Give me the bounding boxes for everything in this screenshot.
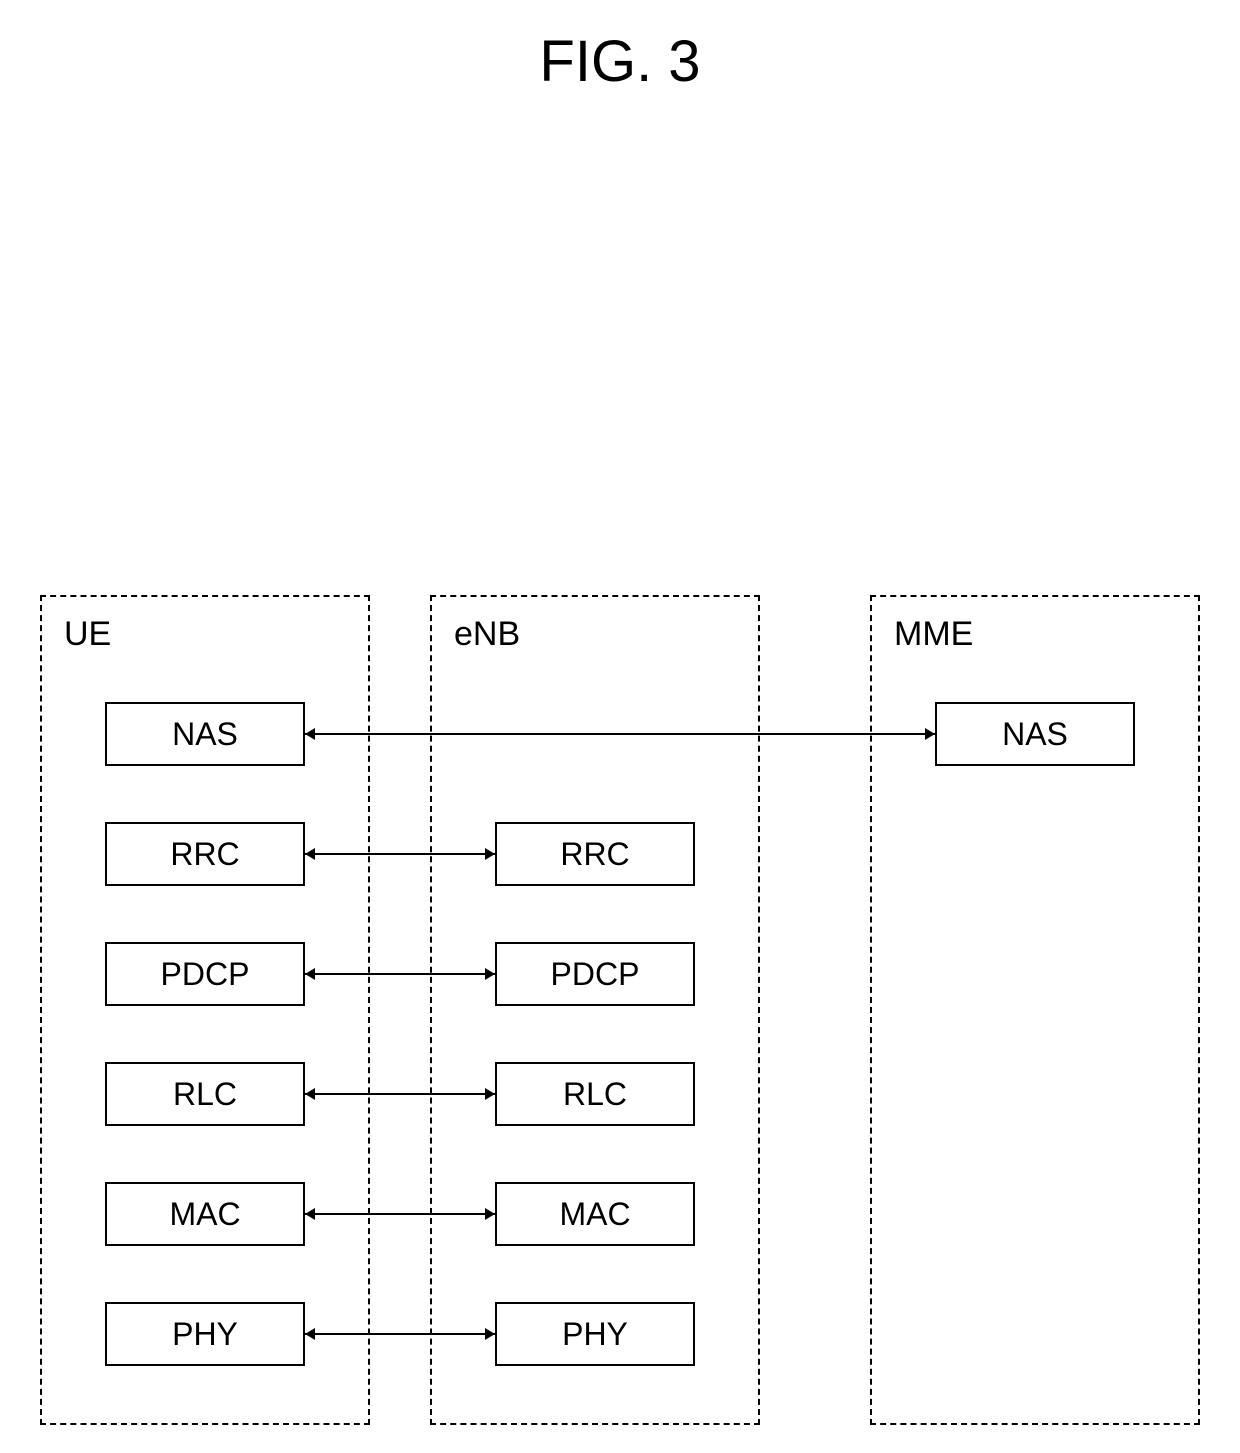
mme-nas-box: NAS xyxy=(935,702,1135,766)
ue-phy-label: PHY xyxy=(172,1316,238,1353)
enb-phy-label: PHY xyxy=(562,1316,628,1353)
ue-rlc-label: RLC xyxy=(173,1076,237,1113)
ue-mac-box: MAC xyxy=(105,1182,305,1246)
enb-rlc-label: RLC xyxy=(563,1076,627,1113)
ue-pdcp-label: PDCP xyxy=(161,956,250,993)
enb-phy-box: PHY xyxy=(495,1302,695,1366)
enb-rlc-box: RLC xyxy=(495,1062,695,1126)
column-enb: eNB xyxy=(430,595,760,1425)
ue-rrc-label: RRC xyxy=(170,836,239,873)
ue-rlc-box: RLC xyxy=(105,1062,305,1126)
enb-mac-box: MAC xyxy=(495,1182,695,1246)
mme-nas-label: NAS xyxy=(1002,716,1068,753)
enb-rrc-label: RRC xyxy=(560,836,629,873)
enb-pdcp-box: PDCP xyxy=(495,942,695,1006)
ue-rrc-box: RRC xyxy=(105,822,305,886)
ue-phy-box: PHY xyxy=(105,1302,305,1366)
ue-nas-label: NAS xyxy=(172,716,238,753)
enb-pdcp-label: PDCP xyxy=(551,956,640,993)
column-enb-label: eNB xyxy=(454,615,520,654)
ue-mac-label: MAC xyxy=(169,1196,240,1233)
ue-pdcp-box: PDCP xyxy=(105,942,305,1006)
figure-title: FIG. 3 xyxy=(539,28,700,95)
column-ue-label: UE xyxy=(64,615,111,654)
enb-mac-label: MAC xyxy=(559,1196,630,1233)
ue-nas-box: NAS xyxy=(105,702,305,766)
column-mme-label: MME xyxy=(894,615,973,654)
enb-rrc-box: RRC xyxy=(495,822,695,886)
